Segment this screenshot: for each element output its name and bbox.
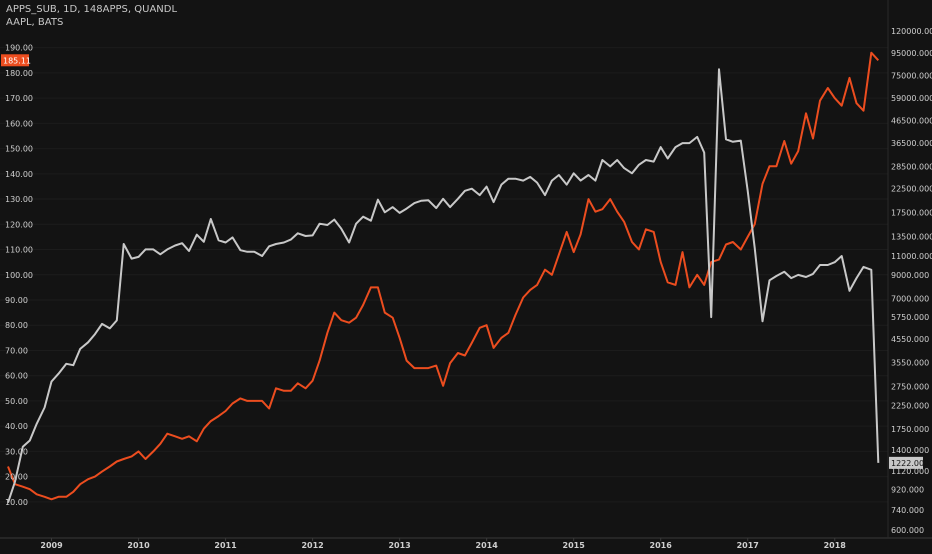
right-axis-tick-label: 1120.000: [891, 467, 929, 476]
x-axis-tick-label: 2010: [127, 541, 150, 550]
x-axis-tick-label: 2018: [824, 541, 847, 550]
right-axis-tick-label: 2750.000: [891, 383, 929, 392]
right-axis-tick-label: 28500.000: [891, 162, 932, 171]
right-axis-tick-label: 46500.000: [891, 116, 932, 125]
left-axis-tick-label: 80.00: [5, 321, 28, 330]
left-axis-tick-label: 180.00: [5, 69, 33, 78]
left-axis-tick-label: 100.00: [5, 271, 33, 280]
left-axis-tick-label: 30.00: [5, 447, 28, 456]
x-axis-tick-label: 2012: [301, 541, 323, 550]
last-value-label-aapl: 185.11: [3, 56, 31, 65]
right-axis-tick-label: 2250.000: [891, 401, 929, 410]
right-axis-tick-label: 9000.000: [891, 271, 929, 280]
last-value-badge-aapl: [1, 54, 29, 67]
right-axis-tick-label: 7000.000: [891, 295, 929, 304]
right-axis-tick-label: 920.000: [891, 486, 924, 495]
legend-subtitle: AAPL, BATS: [6, 17, 64, 28]
left-axis-tick-label: 50.00: [5, 397, 28, 406]
left-axis-tick-label: 60.00: [5, 372, 28, 381]
x-axis-tick-label: 2009: [40, 541, 63, 550]
left-axis-tick-label: 10.00: [5, 498, 28, 507]
last-value-label-apps: 1222.000: [891, 459, 929, 468]
left-axis-tick-label: 150.00: [5, 145, 33, 154]
left-axis-tick-label: 160.00: [5, 119, 33, 128]
left-axis-tick-label: 120.00: [5, 220, 33, 229]
left-axis-tick-label: 190.00: [5, 44, 33, 53]
right-axis-tick-label: 1400.000: [891, 446, 929, 455]
x-axis-tick-label: 2013: [388, 541, 410, 550]
right-axis-tick-label: 59000.000: [891, 94, 932, 103]
x-axis-tick-label: 2015: [563, 541, 586, 550]
series-line-apps-sub: [7, 68, 880, 504]
x-axis-tick-label: 2016: [650, 541, 673, 550]
left-axis-tick-label: 90.00: [5, 296, 28, 305]
right-axis-tick-label: 4550.000: [891, 335, 929, 344]
right-axis-tick-label: 120000.000: [891, 27, 932, 36]
right-axis-tick-label: 13500.000: [891, 233, 932, 242]
right-axis-tick-label: 600.000: [891, 526, 924, 535]
right-axis-tick-label: 22500.000: [891, 185, 932, 194]
left-axis-tick-label: 20.00: [5, 473, 28, 482]
x-axis-tick-label: 2017: [737, 541, 759, 550]
right-axis-tick-label: 95000.000: [891, 49, 932, 58]
right-axis-tick-label: 36500.000: [891, 139, 932, 148]
right-axis-tick-label: 1750.000: [891, 425, 929, 434]
right-axis-tick-label: 740.000: [891, 506, 924, 515]
right-axis-tick-label: 11000.000: [891, 252, 932, 261]
x-axis-tick-label: 2014: [476, 541, 499, 550]
series-line-aapl: [7, 51, 880, 501]
legend-title: APPS_SUB, 1D, 148APPS, QUANDL: [6, 4, 178, 15]
right-axis-tick-label: 17500.000: [891, 208, 932, 217]
left-axis-tick-label: 170.00: [5, 94, 33, 103]
last-value-badge-apps: [889, 456, 923, 469]
right-axis-tick-label: 5750.000: [891, 313, 929, 322]
left-axis-tick-label: 140.00: [5, 170, 33, 179]
left-axis-tick-label: 130.00: [5, 195, 33, 204]
left-axis-tick-label: 40.00: [5, 422, 28, 431]
left-axis-tick-label: 110.00: [5, 246, 33, 255]
right-axis-tick-label: 3550.000: [891, 358, 929, 367]
x-axis-tick-label: 2011: [214, 541, 237, 550]
right-axis-tick-label: 75000.000: [891, 71, 932, 80]
left-axis-tick-label: 70.00: [5, 346, 28, 355]
